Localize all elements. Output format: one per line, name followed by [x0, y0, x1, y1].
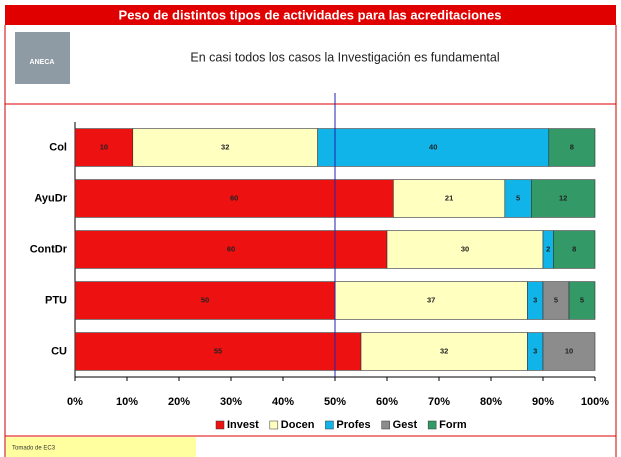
data-label: 8	[572, 244, 576, 253]
bar-segment	[74, 128, 134, 167]
bar-segment	[393, 179, 506, 218]
data-label: 5	[516, 193, 520, 202]
data-label: 5	[554, 295, 558, 304]
legend-swatch	[427, 420, 437, 430]
x-tick-label: 30%	[220, 396, 242, 408]
bar-segment	[132, 128, 318, 167]
bar-segment	[74, 332, 362, 371]
logo: ANECA	[30, 59, 55, 66]
data-label: 2	[546, 244, 550, 253]
bar-segment	[334, 281, 528, 320]
data-label: 8	[570, 142, 574, 151]
data-label: 12	[559, 193, 567, 202]
data-label: 32	[440, 346, 448, 355]
data-label: 10	[565, 346, 573, 355]
bar-segment	[542, 281, 570, 320]
legend-swatch	[269, 420, 279, 430]
x-tick-label: 40%	[272, 396, 294, 408]
data-label: 60	[227, 244, 235, 253]
data-label: 55	[214, 346, 222, 355]
legend-swatch	[215, 420, 225, 430]
y-tick-label: ContDr	[30, 243, 68, 255]
legend-swatch	[325, 420, 334, 430]
data-label: 50	[201, 295, 209, 304]
bar-segment	[542, 332, 596, 371]
legend-swatch	[381, 420, 390, 430]
bar-segment	[360, 332, 528, 371]
bar-segment	[74, 281, 336, 320]
data-label: 40	[429, 142, 437, 151]
bar-segment	[531, 179, 596, 218]
bar-segment	[74, 179, 394, 218]
source: Tomado de EC3	[12, 446, 56, 452]
data-label: 10	[100, 142, 108, 151]
x-tick-label: 20%	[168, 396, 190, 408]
x-tick-label: 60%	[376, 396, 398, 408]
y-tick-label: PTU	[45, 294, 67, 306]
y-tick-label: CU	[51, 345, 67, 357]
bar-segment	[548, 128, 596, 167]
bar-segment	[317, 128, 550, 167]
legend-label: Docen	[281, 419, 315, 431]
bar-segment	[568, 281, 596, 320]
legend-label: Invest	[227, 419, 259, 431]
bar-segment	[386, 230, 544, 269]
data-label: 60	[230, 193, 238, 202]
data-label: 21	[445, 193, 453, 202]
data-label: 32	[221, 142, 229, 151]
bar-segment	[553, 230, 596, 269]
x-tick-label: 100%	[581, 396, 609, 408]
slide-title: Peso de distintos tipos de actividades p…	[119, 7, 502, 22]
y-tick-label: AyuDr	[34, 192, 67, 204]
subtitle: En casi todos los casos la Investigación…	[190, 50, 499, 64]
data-label: 3	[533, 295, 537, 304]
data-label: 5	[580, 295, 584, 304]
x-tick-label: 70%	[428, 396, 450, 408]
x-tick-label: 90%	[532, 396, 554, 408]
x-tick-label: 0%	[67, 396, 83, 408]
data-label: 37	[427, 295, 435, 304]
title-bar	[5, 5, 616, 25]
x-tick-label: 80%	[480, 396, 502, 408]
x-tick-label: 50%	[324, 396, 346, 408]
legend-label: Form	[439, 419, 467, 431]
logo-box	[15, 32, 70, 84]
source-box	[6, 437, 196, 457]
legend-label: Profes	[336, 419, 370, 431]
bar-segment	[504, 179, 532, 218]
data-label: 3	[533, 346, 537, 355]
data-label: 30	[461, 244, 469, 253]
legend-label: Gest	[393, 419, 418, 431]
x-tick-label: 10%	[116, 396, 138, 408]
y-tick-label: Col	[49, 141, 67, 153]
